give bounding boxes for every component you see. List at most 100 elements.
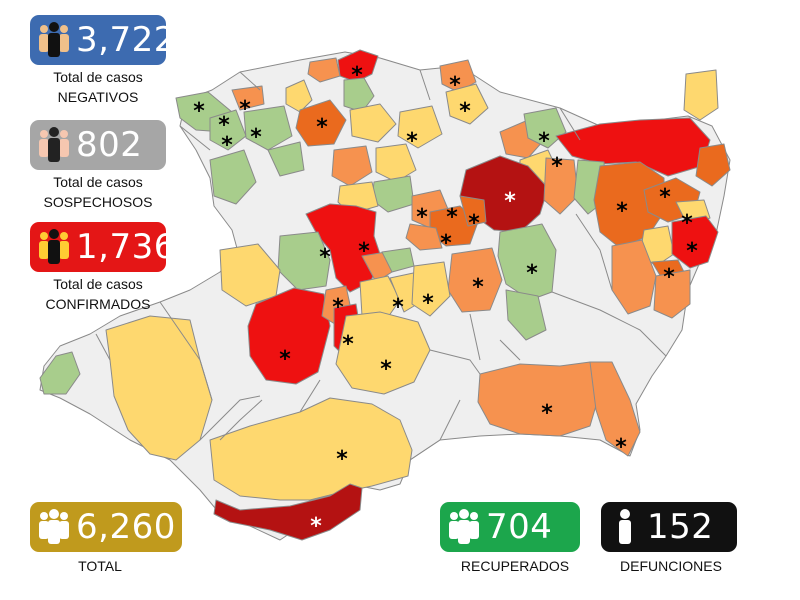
municipality-region bbox=[209, 149, 257, 205]
recuperados-pill: 704 bbox=[440, 502, 580, 552]
sospechosos-pill: 802 bbox=[30, 120, 166, 170]
municipality-region bbox=[343, 77, 375, 113]
asterisk-marker: * bbox=[468, 211, 480, 236]
asterisk-marker: * bbox=[221, 133, 233, 158]
asterisk-marker: * bbox=[332, 295, 344, 320]
municipality-region bbox=[39, 351, 81, 395]
municipality-region bbox=[497, 223, 557, 301]
confirmados-label-line2: CONFIRMADOS bbox=[45, 296, 151, 312]
municipality-region bbox=[477, 361, 601, 437]
total-pill: 6,260 bbox=[30, 502, 182, 552]
municipality-boundary bbox=[95, 333, 111, 361]
asterisk-marker: * bbox=[310, 514, 322, 539]
people-icon bbox=[39, 22, 69, 57]
municipality-region bbox=[505, 289, 547, 341]
municipality-region bbox=[307, 57, 341, 83]
municipality-boundary bbox=[199, 395, 261, 441]
municipality-boundary bbox=[239, 71, 261, 91]
defunciones-stat: 152 DEFUNCIONES bbox=[601, 502, 741, 576]
municipality-boundary bbox=[159, 301, 213, 401]
municipality-boundary bbox=[551, 291, 667, 357]
asterisk-marker: * bbox=[250, 125, 262, 150]
person-icon bbox=[619, 509, 631, 544]
recuperados-label: RECUPERADOS bbox=[460, 558, 570, 574]
asterisk-marker: * bbox=[538, 129, 550, 154]
municipality-boundary bbox=[559, 107, 581, 141]
municipality-region bbox=[397, 105, 443, 149]
municipality-boundary bbox=[299, 379, 321, 413]
municipality-region bbox=[359, 275, 401, 321]
asterisk-marker: * bbox=[380, 357, 392, 382]
municipality-region bbox=[459, 195, 487, 227]
asterisk-marker: * bbox=[472, 275, 484, 300]
asterisk-marker: * bbox=[526, 261, 538, 286]
asterisk-marker: * bbox=[681, 211, 693, 236]
confirmados-label-line1: Total de casos bbox=[53, 276, 143, 292]
asterisk-marker: * bbox=[336, 447, 348, 472]
municipality-boundary bbox=[179, 125, 211, 151]
asterisk-marker: * bbox=[392, 295, 404, 320]
municipality-region bbox=[105, 315, 213, 461]
municipality-region bbox=[247, 287, 331, 385]
municipality-region bbox=[589, 361, 641, 457]
asterisk-marker: * bbox=[406, 129, 418, 154]
asterisk-marker: * bbox=[449, 73, 461, 98]
municipality-region bbox=[405, 223, 443, 251]
negativos-label-line1: Total de casos bbox=[53, 69, 143, 85]
asterisk-marker: * bbox=[659, 185, 671, 210]
asterisk-marker: * bbox=[615, 435, 627, 460]
asterisk-marker: * bbox=[504, 189, 516, 214]
asterisk-marker: * bbox=[686, 239, 698, 264]
confirmados-value: 1,736 bbox=[76, 227, 176, 267]
municipality-region bbox=[213, 483, 363, 541]
people-icon bbox=[449, 509, 479, 544]
recuperados-stat: 704 RECUPERADOS bbox=[440, 502, 590, 576]
municipality-region bbox=[445, 83, 489, 125]
asterisk-marker: * bbox=[193, 99, 205, 124]
asterisk-marker: * bbox=[358, 239, 370, 264]
sospechosos-label-line2: SOSPECHOSOS bbox=[43, 194, 153, 210]
municipality-region bbox=[267, 141, 305, 177]
total-label: TOTAL bbox=[78, 558, 122, 574]
municipality-region bbox=[285, 79, 313, 113]
municipality-boundary bbox=[575, 213, 613, 291]
municipality-region bbox=[543, 157, 579, 215]
confirmados-pill: 1,736 bbox=[30, 222, 175, 272]
municipality-boundary bbox=[499, 339, 521, 361]
asterisk-marker: * bbox=[459, 99, 471, 124]
municipality-boundary bbox=[219, 399, 263, 441]
asterisk-marker: * bbox=[440, 231, 452, 256]
asterisk-marker: * bbox=[239, 97, 251, 122]
total-stat: 6,260 TOTAL bbox=[30, 502, 182, 576]
negativos-pill: 3,722 bbox=[30, 15, 175, 65]
negativos-value: 3,722 bbox=[76, 20, 176, 60]
defunciones-value: 152 bbox=[647, 507, 714, 547]
municipality-region bbox=[683, 69, 719, 121]
municipality-region bbox=[695, 143, 731, 187]
asterisk-marker: * bbox=[616, 199, 628, 224]
asterisk-marker: * bbox=[342, 332, 354, 357]
sospechosos-value: 802 bbox=[76, 125, 143, 165]
asterisk-marker: * bbox=[218, 113, 230, 138]
municipality-boundary bbox=[439, 399, 461, 441]
negativos-stat: 3,722 Total de casos NEGATIVOS bbox=[30, 15, 175, 107]
municipality-region bbox=[653, 269, 691, 319]
municipality-region bbox=[231, 85, 265, 111]
municipality-region bbox=[331, 145, 373, 187]
defunciones-label: DEFUNCIONES bbox=[620, 558, 722, 574]
asterisk-marker: * bbox=[316, 115, 328, 140]
defunciones-pill: 152 bbox=[601, 502, 737, 552]
municipality-boundary bbox=[419, 69, 431, 101]
municipality-boundary bbox=[409, 439, 441, 461]
asterisk-marker: * bbox=[551, 154, 563, 179]
asterisk-marker: * bbox=[351, 63, 363, 88]
recuperados-value: 704 bbox=[486, 507, 553, 547]
asterisk-marker: * bbox=[416, 205, 428, 230]
asterisk-marker: * bbox=[279, 347, 291, 372]
confirmados-stat: 1,736 Total de casos CONFIRMADOS bbox=[30, 222, 175, 314]
people-icon bbox=[39, 229, 69, 264]
people-icon bbox=[39, 509, 69, 544]
asterisk-marker: * bbox=[422, 291, 434, 316]
municipality-region bbox=[209, 109, 247, 151]
